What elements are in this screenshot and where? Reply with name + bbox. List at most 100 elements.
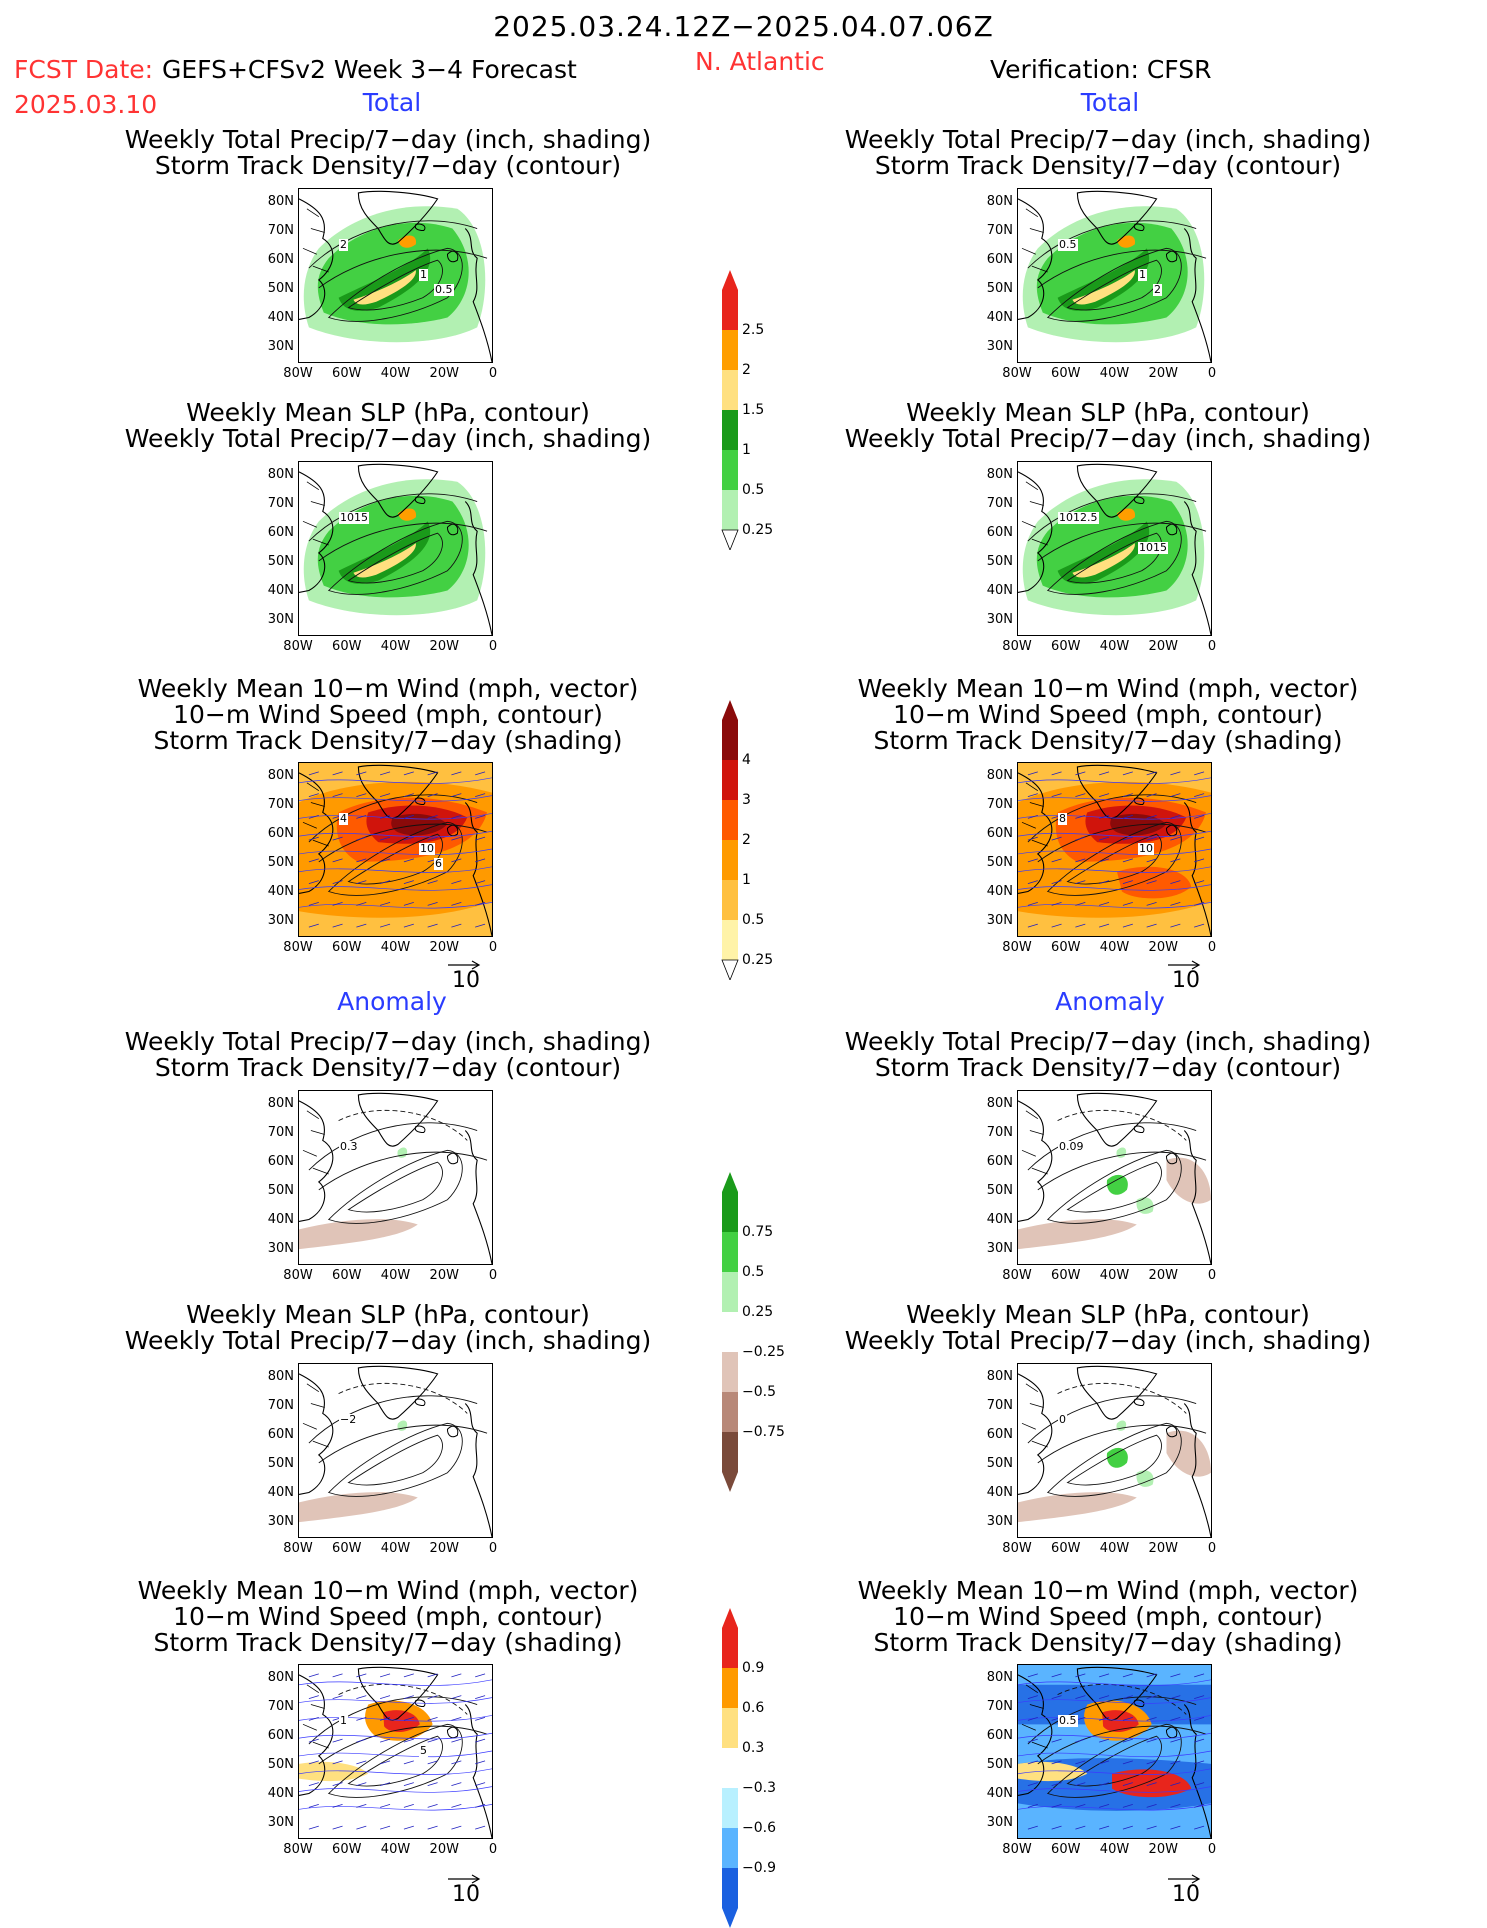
wind-vector xyxy=(1099,923,1110,928)
contour-line xyxy=(327,1149,463,1224)
latitude-tick-label: 50N xyxy=(986,281,1013,296)
shading-layer xyxy=(1018,1665,1211,1838)
wind-contour-layer xyxy=(1018,777,1211,909)
contour-value-label: 0.5 xyxy=(1058,238,1078,251)
north-america-outline xyxy=(299,1373,334,1496)
longitude-tick-label: 80W xyxy=(1002,639,1032,654)
longitude-tick-label: 80W xyxy=(283,1268,313,1283)
wind-vector xyxy=(1051,771,1062,776)
wind-vector xyxy=(356,771,367,776)
wind-vector xyxy=(1122,815,1133,819)
colorbar-segment xyxy=(722,1312,738,1352)
europe-africa-outline xyxy=(1183,501,1211,635)
longitude-tick-label: 0 xyxy=(1207,1842,1217,1857)
wind-vector-layer xyxy=(308,1673,486,1830)
latitude-tick-label: 50N xyxy=(267,855,294,870)
latitude-tick-label: 50N xyxy=(267,554,294,569)
longitude-tick-label: 20W xyxy=(1148,1842,1178,1857)
panel-title-line: Storm Track Density/7−day (contour) xyxy=(154,1053,622,1082)
wind-vector xyxy=(1194,1717,1205,1721)
wind-speed-contour xyxy=(1018,866,1211,873)
contour-line xyxy=(347,1161,443,1213)
precip-shade-high xyxy=(338,521,431,584)
wind-vector xyxy=(1146,858,1157,863)
wind-vector xyxy=(1099,858,1110,863)
latitude-tick-label: 60N xyxy=(986,1154,1013,1169)
longitude-tick-label: 0 xyxy=(1207,940,1217,955)
panel-title-line: Weekly Total Precip/7−day (inch, shading… xyxy=(844,125,1372,154)
wind-vector xyxy=(427,1760,438,1765)
longitude-tick-label: 80W xyxy=(283,1541,313,1556)
wind-vector xyxy=(1051,923,1062,928)
longitude-tick-label: 60W xyxy=(1051,366,1081,381)
arctic-islands xyxy=(1021,208,1048,273)
precip-anom-wet-mid xyxy=(1106,1447,1128,1468)
wind-vector xyxy=(332,923,343,928)
longitude-tick-label: 80W xyxy=(283,1842,313,1857)
wind-vector xyxy=(451,1825,462,1830)
contour-line xyxy=(308,1122,478,1171)
contour-line xyxy=(347,259,443,311)
wind-vector xyxy=(1099,1673,1110,1678)
wind-vector xyxy=(1194,1782,1205,1786)
iceland-outline xyxy=(414,496,426,505)
latitude-tick-label: 70N xyxy=(986,797,1013,812)
wind-speed-contour xyxy=(1018,1768,1211,1775)
wind-vector xyxy=(403,1717,414,1721)
wind-vector xyxy=(308,1825,319,1830)
wind-vector xyxy=(356,880,367,884)
arctic-islands xyxy=(302,1684,329,1749)
contour-line xyxy=(1066,259,1162,311)
wind-vector xyxy=(356,1695,367,1699)
wind-vector xyxy=(1099,902,1110,906)
fcst-label: FCST Date: xyxy=(14,55,154,84)
colorbar-tick-label: −0.75 xyxy=(742,1424,785,1440)
track-anom-pos-south xyxy=(1112,1769,1192,1798)
longitude-tick-label: 0 xyxy=(488,639,498,654)
contour-value-label: 2 xyxy=(339,238,348,251)
latitude-tick-label: 80N xyxy=(267,467,294,482)
latitude-tick-label: 30N xyxy=(986,1241,1013,1256)
contour-layer xyxy=(308,1382,488,1497)
contour-value-label: 0.3 xyxy=(339,1140,359,1153)
latitude-tick-label: 80N xyxy=(267,768,294,783)
wind-speed-contour xyxy=(1018,1732,1211,1740)
wind-vector xyxy=(475,771,486,776)
contour-value-label: 0.09 xyxy=(1058,1140,1085,1153)
wind-vector xyxy=(380,815,391,819)
europe-africa-outline xyxy=(464,228,492,362)
longitude-tick-label: 40W xyxy=(1099,940,1130,955)
colorbar-segment xyxy=(722,1788,738,1828)
longitude-tick-label: 80W xyxy=(1002,1842,1032,1857)
wind-vector xyxy=(308,771,319,776)
colorbar-segment xyxy=(722,330,738,370)
colorbar-bottom-cap xyxy=(721,959,739,980)
panel-title-line: Weekly Mean 10−m Wind (mph, vector) xyxy=(857,1576,1359,1605)
contour-line xyxy=(327,247,463,322)
wind-vector xyxy=(332,1804,343,1808)
contour-line xyxy=(1066,1161,1162,1213)
longitude-tick-label: 60W xyxy=(1051,940,1081,955)
wind-vector xyxy=(356,1673,367,1678)
uk-outline xyxy=(446,250,459,263)
wind-vector xyxy=(380,1695,391,1699)
longitude-tick-label: 40W xyxy=(1099,1842,1130,1857)
europe-africa-outline xyxy=(464,1130,492,1264)
precip-anom-wet xyxy=(1116,1147,1127,1158)
colorbar-tick-label: 2 xyxy=(742,362,751,378)
wind-vector xyxy=(380,1825,391,1830)
precip-shade-peak xyxy=(353,543,416,578)
wind-vector xyxy=(1099,793,1110,797)
colorbar-segment xyxy=(722,840,738,880)
colorbar-top-cap xyxy=(722,270,738,290)
wind-vector xyxy=(1122,1760,1133,1765)
wind-vector xyxy=(451,793,462,797)
colorbar-segment xyxy=(722,1748,738,1788)
wind-vector xyxy=(451,1738,462,1743)
wind-vector xyxy=(332,1760,343,1765)
colorbar-tick-label: 4 xyxy=(742,752,751,768)
wind-vector xyxy=(1051,880,1062,884)
wind-speed-contour xyxy=(299,848,492,856)
longitude-tick-label: 40W xyxy=(1099,639,1130,654)
